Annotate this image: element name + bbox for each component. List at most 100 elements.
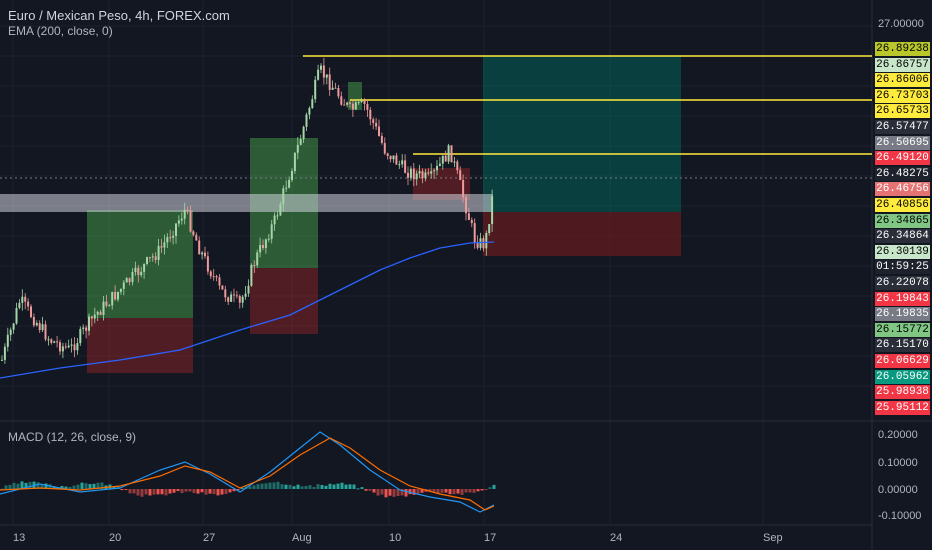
candle-body [114, 291, 117, 300]
ema-legend[interactable]: EMA (200, close, 0) [8, 24, 113, 38]
macd-histogram-bar [368, 489, 372, 491]
macd-histogram-bar [328, 483, 332, 489]
macd-axis-label: 0.10000 [878, 457, 918, 469]
macd-histogram-bar [88, 483, 92, 489]
macd-histogram-bar [276, 481, 280, 489]
price-tag: 26.19835 [875, 307, 930, 322]
candle-body [15, 307, 18, 324]
time-axis-label: Aug [292, 532, 312, 544]
macd-histogram-bar [452, 489, 456, 495]
candle-body [398, 164, 401, 166]
candle-body [41, 324, 44, 331]
macd-histogram-bar [12, 482, 16, 489]
candle-body [102, 301, 105, 315]
macd-histogram-bar [352, 484, 356, 489]
macd-histogram-bar [36, 482, 40, 489]
candle-body [215, 276, 218, 278]
candle-body [360, 100, 363, 103]
candle-body [253, 265, 256, 267]
candle-body [473, 223, 476, 243]
macd-legend[interactable]: MACD (12, 26, close, 9) [8, 430, 137, 444]
macd-histogram-bar [344, 484, 348, 489]
macd-histogram-bar [280, 484, 284, 489]
price-tag: 26.40856 [875, 198, 930, 212]
macd-histogram-bar [68, 486, 72, 489]
macd-histogram-bar [84, 483, 88, 489]
macd-signal-line [0, 437, 495, 511]
candle-body [64, 346, 67, 348]
price-tag: 26.89238 [875, 42, 930, 56]
price-axis-top-label: 27.00000 [878, 18, 924, 30]
macd-histogram-bar [324, 485, 328, 489]
macd-histogram-bar [20, 481, 24, 489]
macd-histogram-bar [200, 489, 204, 493]
macd-histogram-bar [432, 489, 436, 493]
candle-body [137, 267, 140, 276]
symbol-title[interactable]: Euro / Mexican Peso, 4h, FOREX.com [8, 8, 230, 23]
macd-histogram-bar [232, 489, 236, 492]
candle-body [151, 256, 154, 258]
candle-body [470, 219, 473, 224]
candle-body [230, 294, 233, 302]
macd-histogram-bar [444, 489, 448, 493]
candle-body [433, 170, 436, 172]
candle-body [285, 187, 288, 189]
macd-histogram-bar [408, 489, 412, 495]
candle-body [378, 126, 380, 136]
macd-histogram-bar [152, 489, 156, 495]
candle-body [305, 114, 308, 127]
macd-axis-label: -0.10000 [878, 510, 922, 522]
candle-body [56, 341, 59, 343]
candle-body [267, 238, 270, 240]
macd-histogram-bar [48, 484, 52, 489]
macd-histogram-bar [4, 485, 8, 489]
macd-histogram-bar [180, 489, 184, 494]
macd-histogram-bar [196, 489, 200, 494]
price-tag: 26.34865 [875, 213, 930, 228]
candle-body [401, 160, 404, 165]
candle-body [325, 74, 328, 78]
candle-body [35, 323, 38, 326]
candle-body [372, 119, 375, 123]
macd-line [0, 431, 495, 513]
candle-body [204, 252, 206, 257]
macd-histogram-bar [220, 489, 224, 495]
candle-body [366, 103, 369, 110]
candle-body [85, 327, 88, 331]
time-axis-label: 13 [13, 532, 26, 544]
macd-histogram-bar [320, 484, 324, 489]
macd-histogram-bar [472, 489, 476, 493]
candle-body [88, 316, 90, 331]
candle-body [485, 233, 488, 249]
price-tag: 25.95112 [875, 400, 930, 415]
macd-histogram-bar [172, 489, 176, 493]
macd-histogram-bar [436, 489, 440, 494]
macd-histogram-bar [416, 489, 420, 495]
candle-body [334, 87, 337, 89]
macd-histogram-bar [380, 489, 384, 495]
time-axis-label: 24 [610, 532, 623, 544]
candle-body [346, 102, 349, 105]
macd-histogram-bar [388, 489, 392, 496]
candle-body [140, 271, 143, 276]
time-axis-label: 27 [203, 532, 216, 544]
price-tag: 26.15772 [875, 322, 930, 337]
macd-histogram-bar [272, 482, 276, 489]
candle-body [195, 234, 198, 241]
candle-body [189, 210, 192, 232]
candle-body [302, 126, 305, 140]
candle-body [143, 263, 146, 272]
candle-body [349, 102, 351, 104]
macd-histogram-bar [132, 489, 136, 494]
macd-histogram-bar [40, 484, 44, 489]
candle-body [59, 342, 61, 352]
candle-body [180, 218, 183, 221]
candle-body [296, 144, 299, 153]
candle-body [183, 209, 186, 219]
candle-body [146, 257, 148, 264]
candle-body [241, 296, 244, 303]
candle-body [1, 359, 3, 361]
candle-body [392, 155, 395, 160]
macd-histogram-bar [260, 483, 264, 489]
